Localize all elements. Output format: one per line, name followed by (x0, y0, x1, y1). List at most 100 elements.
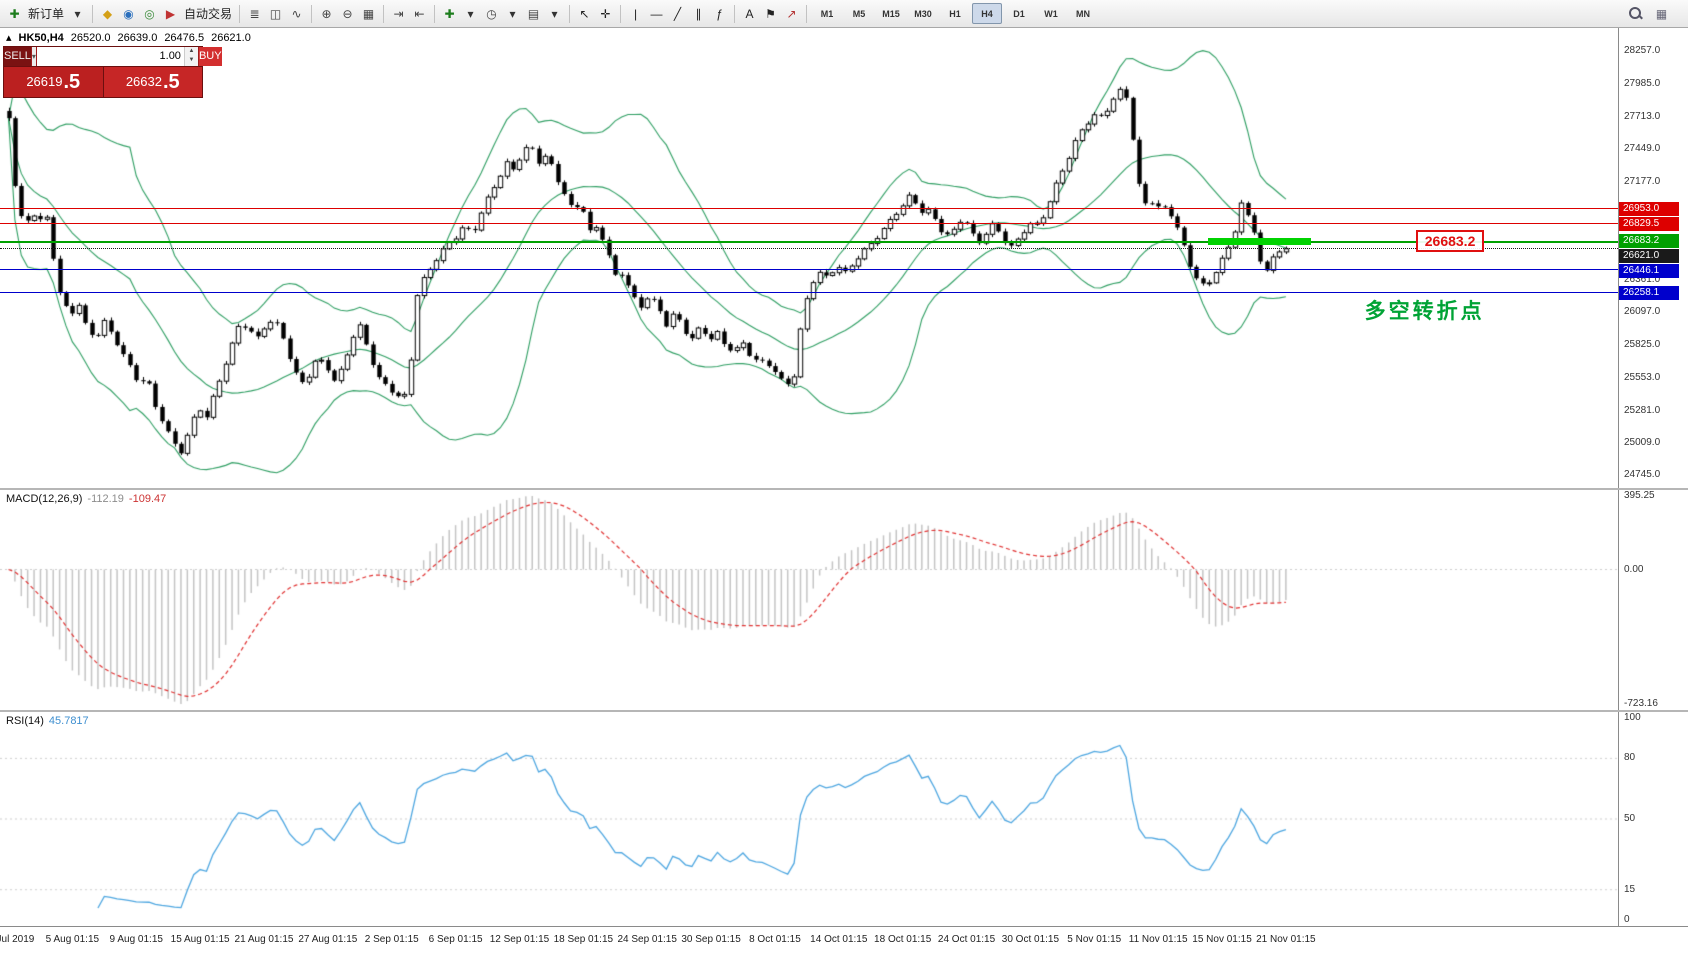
volume-down-button[interactable]: ▼ (184, 56, 198, 66)
new-order-button[interactable]: 新订单 (28, 7, 65, 21)
vertical-line-icon[interactable]: | (633, 6, 638, 21)
price-level-line[interactable] (0, 248, 1618, 250)
time-axis-label: 18 Oct 01:15 (874, 934, 932, 945)
time-axis-label: 8 Oct 01:15 (749, 934, 801, 945)
profiles-icon[interactable]: ▦ (1655, 6, 1668, 21)
time-axis[interactable]: 30 Jul 2019 5 Aug 01:15 9 Aug 01:15 15 Aug … (0, 926, 1688, 954)
timeframe-button-m15[interactable]: M15 (882, 8, 900, 19)
timeframe-button-m30[interactable]: M30 (914, 8, 932, 19)
price-tag: 26446.1 (1619, 264, 1679, 279)
time-axis-label: 2 Sep 01:15 (364, 934, 419, 945)
bars-chart-icon[interactable]: ≣ (249, 6, 260, 21)
toolbar-separator (92, 4, 94, 23)
volume-up-button[interactable]: ▲ (184, 47, 198, 57)
timeframe-button-m5[interactable]: M5 (852, 8, 866, 19)
rsi-indicator-label: RSI(14) 45.7817 (6, 715, 89, 727)
price-chart-canvas[interactable] (0, 28, 1618, 926)
line-chart-icon[interactable]: ∿ (291, 6, 302, 21)
autotrading-icon[interactable]: ▶ (165, 6, 176, 21)
symbol-name: HK50,H4 (18, 31, 64, 44)
signals-icon[interactable]: ◎ (144, 6, 155, 21)
macd-scale-label: -723.16 (1624, 698, 1658, 709)
trendline-icon[interactable]: ╱ (673, 6, 682, 21)
price-axis-label: 24745.0 (1624, 469, 1661, 481)
volume-input[interactable] (36, 47, 184, 66)
chinese-note-text[interactable]: 多空转折点 (1364, 300, 1485, 324)
zoom-out-icon[interactable]: ⊖ (342, 6, 353, 21)
new-order-icon[interactable]: ✚ (9, 6, 20, 21)
time-axis-label: 11 Nov 01:15 (1128, 934, 1188, 945)
timeframe-button-mn[interactable]: MN (1076, 8, 1091, 19)
dropdown-arrow-icon[interactable]: ▾ (509, 6, 516, 21)
price-axis-label: 25281.0 (1624, 404, 1661, 416)
time-axis-label: 14 Oct 01:15 (810, 934, 868, 945)
dropdown-arrow-icon[interactable]: ▾ (551, 6, 558, 21)
cursor-icon[interactable]: ↖ (579, 6, 590, 21)
rsi-scale-label: 0 (1624, 914, 1630, 925)
rsi-panel-splitter[interactable] (0, 710, 1688, 712)
price-level-line[interactable] (0, 240, 1618, 243)
close-value: 26621.0 (211, 31, 251, 44)
timeframe-button-d1[interactable]: D1 (1013, 8, 1025, 19)
crosshair-icon[interactable]: ✛ (600, 6, 611, 21)
time-axis-label: 12 Sep 01:15 (489, 934, 550, 945)
dropdown-arrow-icon[interactable]: ▾ (467, 6, 474, 21)
arrows-icon[interactable]: ↗ (786, 6, 797, 21)
price-level-line[interactable] (0, 223, 1618, 225)
time-axis-label: 5 Aug 01:15 (45, 934, 100, 945)
timeframe-button-w1[interactable]: W1 (1044, 8, 1058, 19)
oneclick-toggle-icon[interactable]: ▴ (6, 32, 12, 44)
macd-indicator-label: MACD(12,26,9) -112.19 -109.47 (6, 493, 167, 505)
metaeditor-icon[interactable]: ◆ (102, 6, 113, 21)
toolbar-separator (806, 4, 808, 23)
price-callout-label[interactable]: 26683.2 (1415, 230, 1485, 253)
volume-dropdown-button[interactable]: ▾ (30, 47, 36, 66)
options-icon[interactable]: ◉ (123, 6, 134, 21)
macd-scale-label: 395.25 (1624, 490, 1655, 501)
price-level-line[interactable] (0, 208, 1618, 210)
autotrading-button[interactable]: 自动交易 (184, 7, 233, 21)
time-axis-label: 30 Sep 01:15 (681, 934, 741, 945)
timeframe-button-h4[interactable]: H4 (972, 3, 1003, 24)
tile-windows-icon[interactable]: ▦ (362, 6, 375, 21)
zoom-in-icon[interactable]: ⊕ (321, 6, 332, 21)
fibonacci-icon[interactable]: ƒ (716, 6, 723, 21)
price-tag: 26829.5 (1619, 216, 1679, 231)
macd-panel-splitter[interactable] (0, 488, 1688, 490)
indicators-icon[interactable]: ✚ (444, 6, 455, 21)
horizontal-line-icon[interactable]: — (650, 6, 663, 21)
buy-button[interactable]: BUY (198, 47, 222, 66)
text-icon[interactable]: A (745, 6, 754, 21)
price-axis-label: 27449.0 (1624, 142, 1661, 154)
time-axis-label: 21 Nov 01:15 (1256, 934, 1316, 945)
timeframe-button-h1[interactable]: H1 (949, 8, 961, 19)
symbol-info: ▴ HK50,H4 26520.0 26639.0 26476.5 26621.… (6, 31, 251, 45)
sell-button[interactable]: SELL (4, 47, 31, 66)
toolbar-separator (734, 4, 736, 23)
auto-scroll-icon[interactable]: ⇥ (393, 6, 404, 21)
time-axis-label: 24 Oct 01:15 (937, 934, 996, 945)
channel-icon[interactable]: ∥ (695, 6, 702, 21)
time-axis-label: 15 Nov 01:15 (1192, 934, 1252, 945)
time-axis-label: 21 Aug 01:15 (234, 934, 294, 945)
toolbar-separator (239, 4, 241, 23)
dropdown-arrow-icon[interactable]: ▾ (74, 6, 81, 21)
toolbar-separator (620, 4, 622, 23)
candlestick-chart-icon[interactable]: ◫ (269, 6, 282, 21)
price-axis-label: 26097.0 (1624, 306, 1661, 318)
search-icon[interactable] (1628, 6, 1643, 21)
periods-icon[interactable]: ◷ (486, 6, 497, 21)
sell-price[interactable]: 26619.5 (4, 66, 104, 97)
chart-area: 30 Jul 2019 5 Aug 01:15 9 Aug 01:15 15 Aug … (0, 28, 1688, 954)
highlight-segment[interactable] (1208, 237, 1312, 245)
price-level-line[interactable] (0, 269, 1618, 271)
price-level-line[interactable] (0, 292, 1618, 294)
macd-scale-label: 0.00 (1624, 563, 1644, 575)
buy-price[interactable]: 26632.5 (103, 66, 202, 97)
toolbar-separator (569, 4, 571, 23)
time-axis-label: 30 Oct 01:15 (1001, 934, 1060, 945)
label-icon[interactable]: ⚑ (765, 6, 776, 21)
templates-icon[interactable]: ▤ (527, 6, 540, 21)
chart-shift-icon[interactable]: ⇤ (414, 6, 425, 21)
timeframe-button-m1[interactable]: M1 (820, 8, 834, 19)
